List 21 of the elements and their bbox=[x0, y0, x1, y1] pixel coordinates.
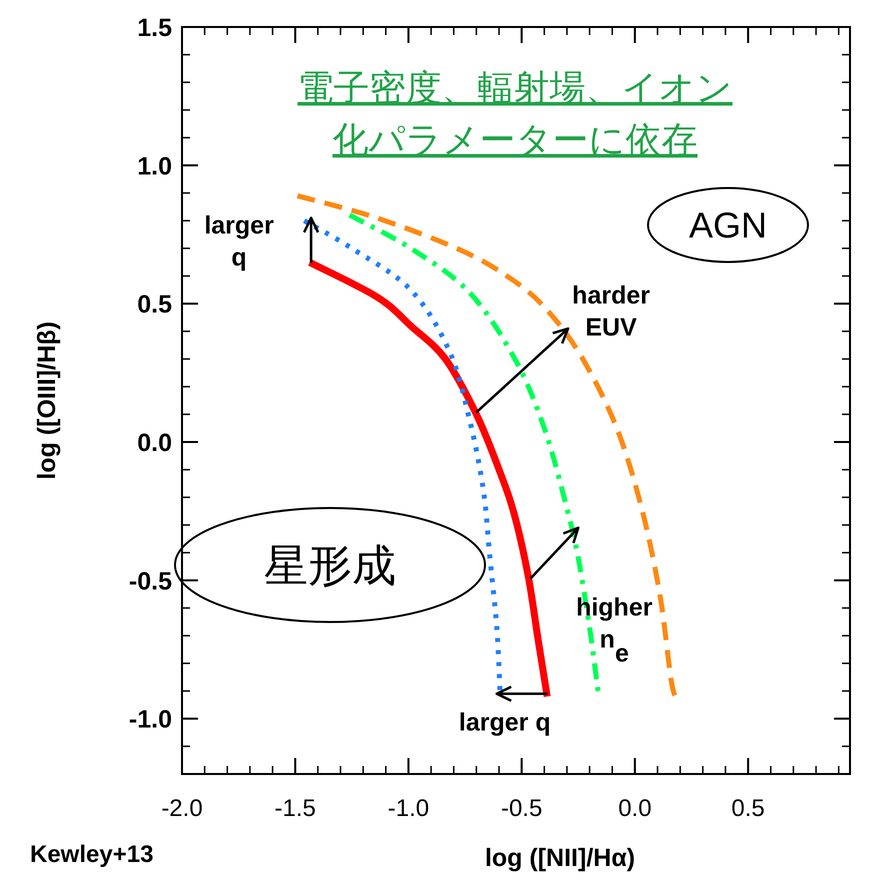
y-tick-label: 0.0 bbox=[137, 429, 172, 457]
x-tick-label: 0.0 bbox=[618, 795, 652, 822]
annotation: harder EUV bbox=[572, 281, 650, 342]
annotation: larger q bbox=[458, 708, 551, 737]
x-tick-label: -2.0 bbox=[161, 795, 203, 822]
x-tick-label: 0.5 bbox=[731, 795, 765, 822]
annotation: 星形成 bbox=[264, 541, 396, 590]
y-tick-label: 0.5 bbox=[137, 290, 172, 319]
x-tick-label: -0.5 bbox=[500, 795, 542, 822]
y-tick-label: 1.5 bbox=[137, 14, 172, 42]
y-tick-label: -1.0 bbox=[128, 706, 172, 734]
annotation: larger q bbox=[204, 212, 274, 272]
y-axis-title: log ([OIII]/Hβ) bbox=[33, 321, 61, 480]
y-tick-label: 1.0 bbox=[137, 152, 172, 180]
x-tick-label: -1.5 bbox=[274, 795, 316, 822]
x-tick-label: -1.0 bbox=[388, 795, 430, 822]
annotation: AGN bbox=[688, 204, 768, 246]
x-axis-title: log ([NII]/Hα) bbox=[484, 844, 636, 872]
text: Kewley+13 bbox=[30, 841, 154, 868]
title: 電子密度、輻射場、イオン化パラメーターに依存 bbox=[298, 67, 732, 160]
y-tick-label: -0.5 bbox=[128, 567, 172, 596]
